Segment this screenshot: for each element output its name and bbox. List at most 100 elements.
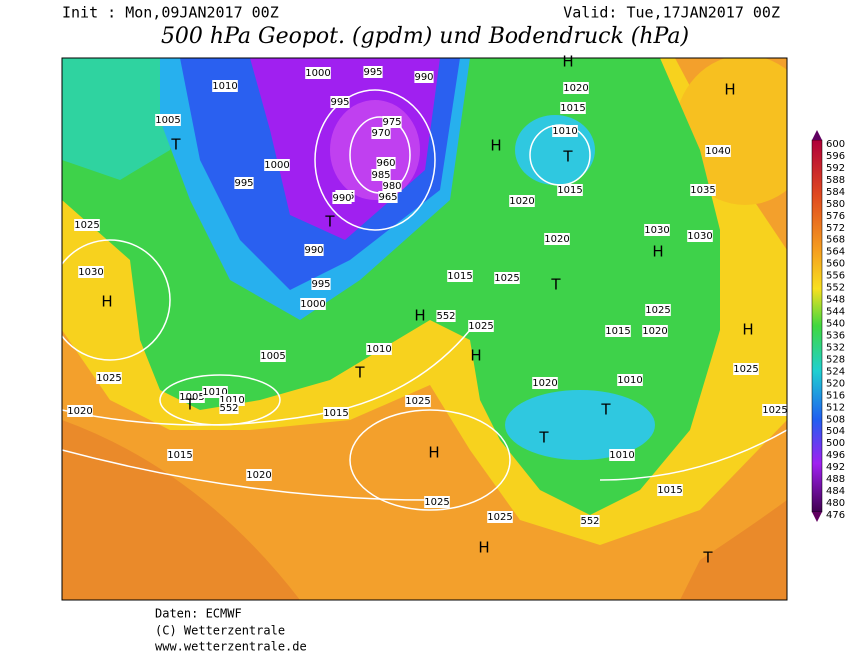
- isobar-label-bg: [580, 515, 600, 527]
- colorbar-label: 484: [826, 486, 845, 497]
- colorbar-label: 592: [826, 163, 845, 174]
- colorbar-label: 600: [826, 139, 845, 150]
- isobar-label-bg: [264, 159, 290, 171]
- isobar-label-bg: [468, 320, 494, 332]
- isobar-label: 1025: [733, 364, 758, 375]
- colorbar-label: 580: [826, 199, 845, 210]
- isobar-label-bg: [733, 363, 759, 375]
- isobar-label: 960: [376, 158, 395, 169]
- valid-time: Valid: Tue,17JAN2017 00Z: [563, 4, 780, 22]
- isobar-label-bg: [376, 157, 396, 169]
- colorbar-label: 596: [826, 151, 845, 162]
- isobar-label-bg: [330, 96, 350, 108]
- colorbar-label: 520: [826, 378, 845, 389]
- isobar-label: 1040: [705, 146, 730, 157]
- isobar-label-bg: [494, 272, 520, 284]
- colorbar-label: 544: [826, 307, 845, 318]
- isobar-label-bg: [332, 192, 352, 204]
- isobar-label: 995: [311, 279, 330, 290]
- colorbar-label: 588: [826, 175, 845, 186]
- pressure-center: H: [414, 307, 425, 325]
- isobar-label: 995: [234, 178, 253, 189]
- isobar-label-bg: [219, 402, 239, 414]
- isobar-label: 1030: [78, 267, 103, 278]
- colorbar-label: 548: [826, 295, 845, 306]
- isobar-label-bg: [617, 374, 643, 386]
- pressure-center: H: [562, 53, 573, 71]
- isobar-label: 1005: [260, 351, 285, 362]
- pressure-center: H: [652, 243, 663, 261]
- isobar-label-bg: [382, 116, 402, 128]
- isobar-label: 1025: [762, 405, 787, 416]
- isobar-label-bg: [509, 195, 535, 207]
- isobar-label: 1000: [264, 160, 289, 171]
- colorbar-label: 532: [826, 342, 845, 353]
- isobar-label: 1025: [487, 512, 512, 523]
- isobar-label: 1010: [617, 375, 642, 386]
- isobar-label-bg: [212, 80, 238, 92]
- isobar-label: 1020: [246, 470, 271, 481]
- isobar-label-bg: [67, 405, 93, 417]
- isobar-label-bg: [246, 469, 272, 481]
- isobar-label: 1010: [609, 450, 634, 461]
- isobar-label-bg: [552, 125, 578, 137]
- isobar-label-bg: [657, 484, 683, 496]
- isobar-label-bg: [382, 180, 402, 192]
- colorbar-label: 516: [826, 390, 845, 401]
- isobar-label: 1025: [405, 396, 430, 407]
- colorbar: [811, 139, 823, 513]
- isobar-label-bg: [405, 395, 431, 407]
- isobar-label: 1025: [74, 220, 99, 231]
- isobar-label-bg: [532, 377, 558, 389]
- copyright: (C) Wetterzentrale: [155, 624, 285, 638]
- isobar-label: 965: [378, 192, 397, 203]
- isobar-label-bg: [447, 270, 473, 282]
- isobar-label-bg: [436, 310, 456, 322]
- isobar-label-bg: [560, 102, 586, 114]
- isobar-label: 1005: [155, 115, 180, 126]
- colorbar-label: 488: [826, 474, 845, 485]
- colorbar-label: 584: [826, 187, 845, 198]
- isobar-label: 980: [382, 181, 401, 192]
- isobar-label: 552: [219, 403, 238, 414]
- isobar-label: 1015: [560, 103, 585, 114]
- isobar-label: 1015: [657, 485, 682, 496]
- isobar-label: 990: [414, 72, 433, 83]
- colorbar-label: 500: [826, 438, 845, 449]
- isobar-label: 1010: [212, 81, 237, 92]
- colorbar-label: 528: [826, 354, 845, 365]
- colorbar-label: 476: [826, 510, 845, 521]
- colorbar-label: 492: [826, 462, 845, 473]
- isobar-label-bg: [311, 278, 331, 290]
- isobar-label: 995: [363, 67, 382, 78]
- pressure-center: T: [324, 213, 335, 231]
- isobar-label: 1030: [644, 225, 669, 236]
- isobar-label: 975: [382, 117, 401, 128]
- pressure-center: T: [538, 429, 549, 447]
- pressure-center: T: [354, 364, 365, 382]
- isobar-label-bg: [557, 184, 583, 196]
- map-labels: 1010100099599099597597096098598098596599…: [67, 53, 788, 567]
- colorbar-label: 536: [826, 330, 845, 341]
- isobar-label: 1020: [563, 83, 588, 94]
- isobar-label: 1030: [687, 231, 712, 242]
- colorbar-label: 572: [826, 223, 845, 234]
- isobar-label-bg: [378, 191, 398, 203]
- isobar-label: 995: [330, 97, 349, 108]
- colorbar-label: 560: [826, 259, 845, 270]
- isobar-label-bg: [323, 407, 349, 419]
- isobar-label: 1015: [323, 408, 348, 419]
- pressure-center: T: [550, 276, 561, 294]
- isobar-label: 1025: [96, 373, 121, 384]
- isobar-label-bg: [304, 244, 324, 256]
- isobar-label-bg: [644, 224, 670, 236]
- isobar-label: 1025: [424, 497, 449, 508]
- isobar-label: 552: [580, 516, 599, 527]
- isobar-label-bg: [371, 127, 391, 139]
- isobar-label: 1000: [305, 68, 330, 79]
- isobar-label: 1020: [509, 196, 534, 207]
- isobar-label: 1025: [645, 305, 670, 316]
- colorbar-label: 504: [826, 426, 845, 437]
- colorbar-label: 576: [826, 211, 845, 222]
- isobar-label-bg: [645, 304, 671, 316]
